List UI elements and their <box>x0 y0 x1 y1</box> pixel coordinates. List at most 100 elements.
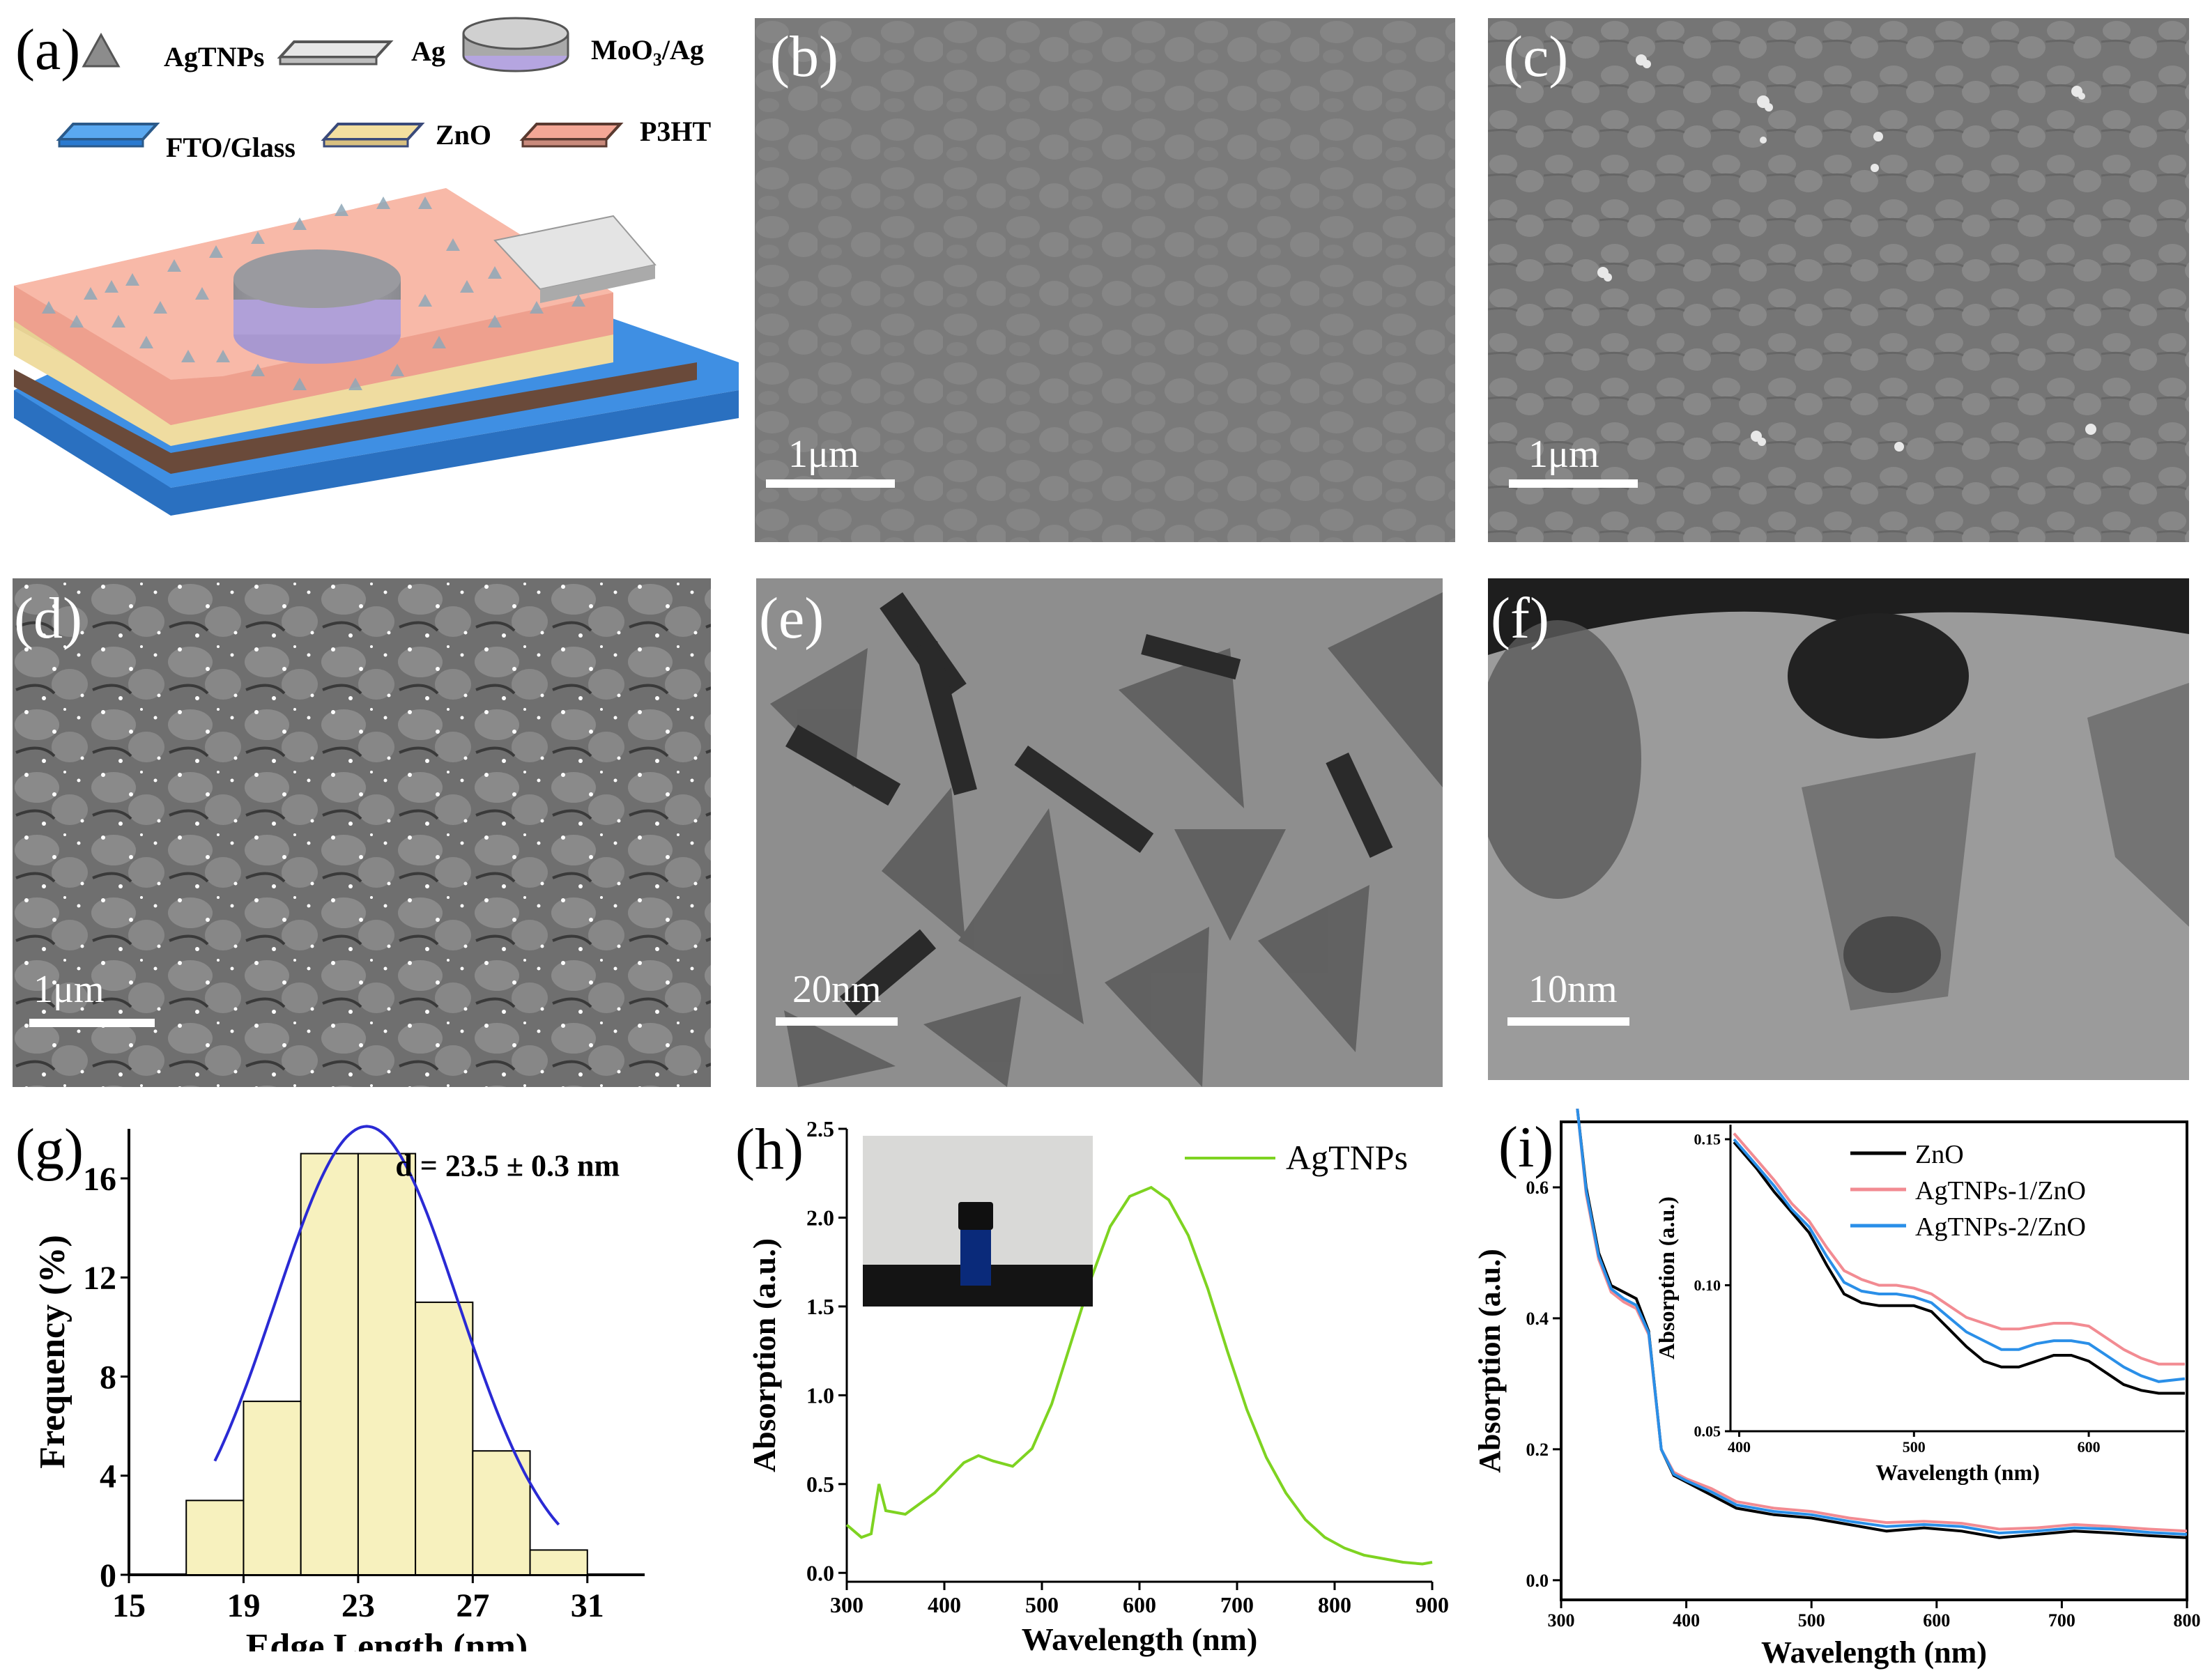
chart-i-inset-y-tick-label: 0.15 <box>1694 1131 1721 1148</box>
chart-h-y-axis-title: Absorption (a.u.) <box>746 1238 782 1472</box>
inset-line-zno <box>1733 1141 2185 1395</box>
chart-h-y-tick-label: 1.5 <box>806 1294 834 1319</box>
chart-g-x-tick-label: 15 <box>112 1587 146 1624</box>
histogram-bar <box>472 1450 531 1575</box>
panel-e-label: (e) <box>759 586 824 651</box>
chart-i-main-y-tick-label: 0.4 <box>1526 1309 1549 1329</box>
chart-g-y-tick-label: 4 <box>100 1458 116 1495</box>
chart-i-main-x-tick-label: 300 <box>1548 1610 1575 1631</box>
chart-i-inset-x-axis-title: Wavelength (nm) <box>1875 1460 2040 1485</box>
tem-particles-f <box>1488 578 2189 1080</box>
legend-moo3ag-label: MoO3/Ag <box>591 34 704 70</box>
fit-annotation: d = 23.5 ± 0.3 nm <box>395 1149 620 1183</box>
chart-h-x-axis-title: Wavelength (nm) <box>1022 1621 1258 1657</box>
chart-i: 300 400 500 600 700 800 0.0 0.2 0.4 0.6 Wavelength… <box>1473 1108 2201 1670</box>
chart-h-y-tick-label: 2.5 <box>806 1116 834 1141</box>
histogram-bar <box>300 1153 359 1576</box>
chart-g-y-axis-title: Frequency (%) <box>33 1235 72 1469</box>
panel-d-scale-bar <box>29 1019 155 1027</box>
sem-texture-d <box>13 578 711 1087</box>
panel-c-label: (c) <box>1503 24 1569 89</box>
histogram-bar <box>357 1153 417 1576</box>
legend-fto-icon <box>56 123 160 148</box>
chart-h-y-tick-label: 2.0 <box>806 1205 834 1231</box>
chart-h-y-tick-label: 1.0 <box>806 1383 834 1408</box>
chart-g-y-tick-label: 12 <box>83 1260 116 1297</box>
chart-i-main-x-tick-label: 700 <box>2048 1610 2075 1631</box>
legend-ag-icon <box>277 40 394 65</box>
panel-f-label: (f) <box>1491 586 1549 651</box>
legend-agtnps-icon <box>82 32 121 68</box>
chart-h-x-tick-label: 700 <box>1220 1592 1254 1617</box>
panel-d-sem-image: (d) 1μm <box>13 578 711 1087</box>
main-line-zno <box>1576 1108 2188 1539</box>
panel-h-label: (h) <box>735 1117 804 1182</box>
chart-i-main-y-axis-title: Absorption (a.u.) <box>1473 1249 1507 1473</box>
main-line-agtnps-1-zno <box>1576 1108 2188 1533</box>
panel-b-scale-text: 1μm <box>788 433 859 476</box>
chart-i-main-x-tick-label: 600 <box>1923 1610 1950 1631</box>
chart-i-inset-y-axis-title: Absorption (a.u.) <box>1654 1196 1679 1359</box>
legend-label-agtnps: AgTNPs <box>1286 1138 1408 1177</box>
chart-h-y-tick-label: 0.0 <box>806 1560 834 1585</box>
histogram-bar <box>529 1549 588 1576</box>
panel-g-label: (g) <box>15 1117 84 1182</box>
chart-g-x-tick-label: 31 <box>571 1587 604 1624</box>
legend-p3ht-icon <box>519 123 624 148</box>
chart-i-main-y-tick-label: 0.2 <box>1526 1440 1549 1460</box>
chart-i-main-x-tick-label: 800 <box>2174 1610 2201 1631</box>
chart-i-inset-x-tick-label: 400 <box>1728 1438 1751 1456</box>
chart-g: 15 19 23 27 31 0 4 8 12 16 Edge Length (nm) Frequen… <box>33 1125 645 1651</box>
inset-line-agtnps-1-zno <box>1733 1132 2185 1366</box>
chart-h-x-tick-label: 300 <box>830 1592 863 1617</box>
legend-zno-label: ZnO <box>436 119 492 151</box>
panel-b-sem-image: (b) 1μm <box>755 18 1455 542</box>
chart-g-x-tick-label: 19 <box>227 1587 260 1624</box>
panel-b-scale-bar <box>766 479 895 488</box>
chart-i-main-y-tick-label: 0.6 <box>1526 1178 1549 1198</box>
panel-f-scale-bar <box>1507 1017 1629 1026</box>
chart-g-x-tick-label: 27 <box>456 1587 489 1624</box>
chart-i-main-plot-frame <box>1560 1120 2188 1601</box>
chart-g-x-axis-title: Edge Length (nm) <box>246 1627 528 1651</box>
histogram-bar <box>243 1401 302 1575</box>
legend-zno-icon <box>321 123 425 148</box>
agtnp-particles <box>42 196 585 390</box>
legend-label: ZnO <box>1915 1140 1964 1169</box>
device-schematic <box>14 17 739 516</box>
chart-h-x-tick-label: 600 <box>1123 1592 1156 1617</box>
vial-cap <box>958 1202 993 1230</box>
absorption-line-agtnps <box>845 1185 1433 1566</box>
chart-h-x-tick-label: 500 <box>1025 1592 1059 1617</box>
panel-b-label: (b) <box>770 24 838 89</box>
panel-d-scale-text: 1μm <box>33 968 105 1011</box>
sem-texture-b <box>755 18 1455 542</box>
panel-c-scale-bar <box>1509 479 1638 488</box>
inset-background <box>1730 1125 2185 1431</box>
legend-ag-label: Ag <box>411 36 445 67</box>
histogram-bar <box>415 1301 474 1575</box>
main-line-agtnps-2-zno <box>1576 1108 2188 1536</box>
device-stack <box>14 188 739 516</box>
panel-e-scale-text: 20nm <box>792 968 882 1011</box>
inset-line-agtnps-2-zno <box>1733 1138 2186 1383</box>
chart-h: 300 400 500 600 700 800 900 0.0 0.5 1.0 1.5 2.0 2.5 W… <box>746 1116 1449 1657</box>
chart-h-x-tick-label: 900 <box>1415 1592 1449 1617</box>
vial-solution <box>960 1230 991 1286</box>
chart-h-x-tick-label: 400 <box>928 1592 961 1617</box>
legend-label: AgTNPs-1/ZnO <box>1915 1176 2086 1205</box>
chart-g-x-tick-label: 23 <box>341 1587 375 1624</box>
histogram-bar <box>185 1500 245 1575</box>
panel-i-label: (i) <box>1498 1115 1554 1180</box>
chart-g-y-tick-label: 16 <box>83 1161 116 1198</box>
chart-i-inset-y-tick-label: 0.05 <box>1694 1423 1721 1440</box>
panel-c-sem-image: (c) 1μm <box>1488 18 2189 542</box>
panel-a: (a) <box>0 0 746 544</box>
panel-e-scale-bar <box>776 1017 898 1026</box>
legend-moo3ag-icon <box>462 17 569 72</box>
panel-f-tem-image: (f) 10nm <box>1488 578 2189 1080</box>
panel-e-tem-image: (e) 20nm <box>756 578 1443 1087</box>
chart-g-y-tick-label: 8 <box>100 1359 116 1396</box>
ag-aggregates <box>1597 54 2096 452</box>
chart-i-main-x-axis-title: Wavelength (nm) <box>1761 1635 1987 1670</box>
